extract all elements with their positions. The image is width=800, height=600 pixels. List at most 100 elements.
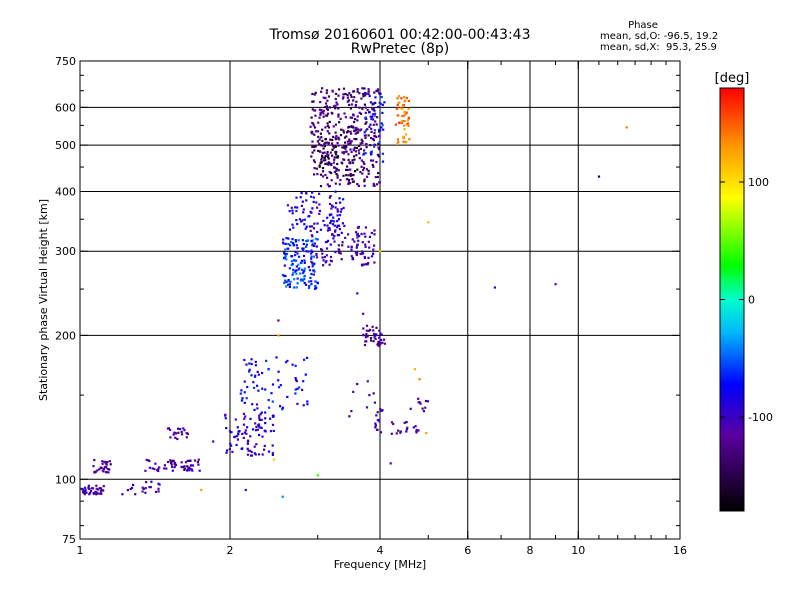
- data-point: [326, 122, 329, 125]
- data-point: [363, 103, 366, 106]
- data-point: [141, 486, 144, 489]
- data-point: [170, 461, 173, 464]
- data-point: [244, 429, 247, 432]
- data-point: [291, 363, 294, 366]
- data-point: [331, 205, 334, 208]
- data-point: [277, 370, 280, 373]
- data-point: [324, 155, 327, 158]
- data-point: [422, 410, 425, 413]
- data-point: [109, 463, 112, 466]
- data-point: [361, 141, 364, 145]
- data-point: [300, 220, 303, 223]
- data-point: [357, 131, 360, 134]
- data-point: [377, 105, 380, 109]
- data-point: [379, 332, 382, 335]
- data-point: [311, 265, 314, 268]
- data-point: [84, 488, 87, 491]
- data-point: [373, 233, 376, 236]
- data-point: [258, 414, 261, 417]
- data-point: [291, 209, 294, 212]
- data-point: [302, 208, 305, 211]
- data-point: [253, 452, 256, 455]
- data-point: [191, 464, 195, 467]
- data-point: [407, 107, 410, 111]
- data-point: [339, 210, 342, 213]
- data-point: [302, 270, 305, 273]
- data-point: [374, 101, 377, 104]
- data-point: [407, 117, 410, 120]
- data-point: [377, 146, 380, 149]
- data-point: [314, 130, 317, 133]
- data-point: [358, 235, 361, 238]
- data-point: [336, 176, 339, 179]
- data-point: [336, 214, 339, 217]
- data-point: [349, 168, 352, 171]
- data-point: [252, 381, 255, 384]
- data-point: [356, 382, 359, 386]
- data-point: [311, 250, 314, 254]
- data-point: [329, 243, 332, 246]
- data-point: [403, 421, 406, 424]
- data-point: [87, 484, 90, 487]
- data-point: [372, 340, 375, 343]
- data-point: [373, 129, 376, 132]
- data-point: [183, 467, 186, 470]
- data-point: [180, 465, 183, 468]
- data-point: [365, 324, 369, 327]
- data-point: [312, 255, 315, 258]
- data-point: [340, 208, 343, 211]
- data-point: [263, 444, 266, 447]
- data-point: [157, 482, 160, 485]
- data-point: [374, 422, 377, 425]
- data-point: [106, 461, 109, 464]
- data-point: [336, 220, 339, 223]
- data-point: [328, 106, 331, 109]
- data-point: [311, 132, 314, 135]
- data-point: [320, 109, 323, 112]
- data-point: [259, 413, 262, 416]
- data-point: [310, 116, 313, 119]
- data-point: [322, 115, 325, 118]
- data-point: [377, 344, 380, 347]
- data-point: [348, 178, 351, 181]
- data-point: [339, 252, 342, 255]
- data-point: [316, 222, 319, 225]
- data-point: [328, 120, 331, 123]
- data-point: [82, 489, 85, 493]
- data-point: [407, 124, 410, 128]
- data-point: [370, 127, 373, 130]
- data-point: [350, 140, 353, 143]
- data-point: [326, 112, 330, 115]
- data-point: [404, 133, 408, 136]
- data-point: [288, 228, 292, 231]
- data-point: [366, 175, 369, 178]
- data-point: [353, 158, 356, 161]
- data-point: [291, 223, 294, 226]
- data-point: [342, 129, 345, 132]
- data-point: [294, 206, 297, 209]
- data-point: [179, 428, 182, 431]
- data-point: [327, 161, 330, 164]
- data-point: [310, 255, 313, 258]
- data-point: [303, 259, 306, 262]
- data-point: [318, 138, 321, 141]
- data-point: [413, 368, 417, 371]
- data-point: [360, 112, 363, 115]
- data-point: [321, 154, 324, 157]
- data-point: [295, 244, 298, 247]
- data-point: [250, 362, 253, 366]
- data-point: [314, 114, 317, 117]
- data-point: [373, 135, 376, 138]
- data-point: [336, 141, 339, 145]
- data-point: [295, 259, 298, 262]
- data-point: [291, 273, 294, 276]
- data-point: [241, 432, 244, 435]
- data-point: [97, 492, 100, 495]
- data-point: [245, 432, 248, 435]
- data-point: [302, 271, 305, 275]
- data-point: [284, 256, 287, 259]
- data-point: [321, 144, 324, 147]
- data-point: [284, 255, 287, 258]
- data-point: [295, 196, 298, 199]
- data-point: [258, 417, 261, 420]
